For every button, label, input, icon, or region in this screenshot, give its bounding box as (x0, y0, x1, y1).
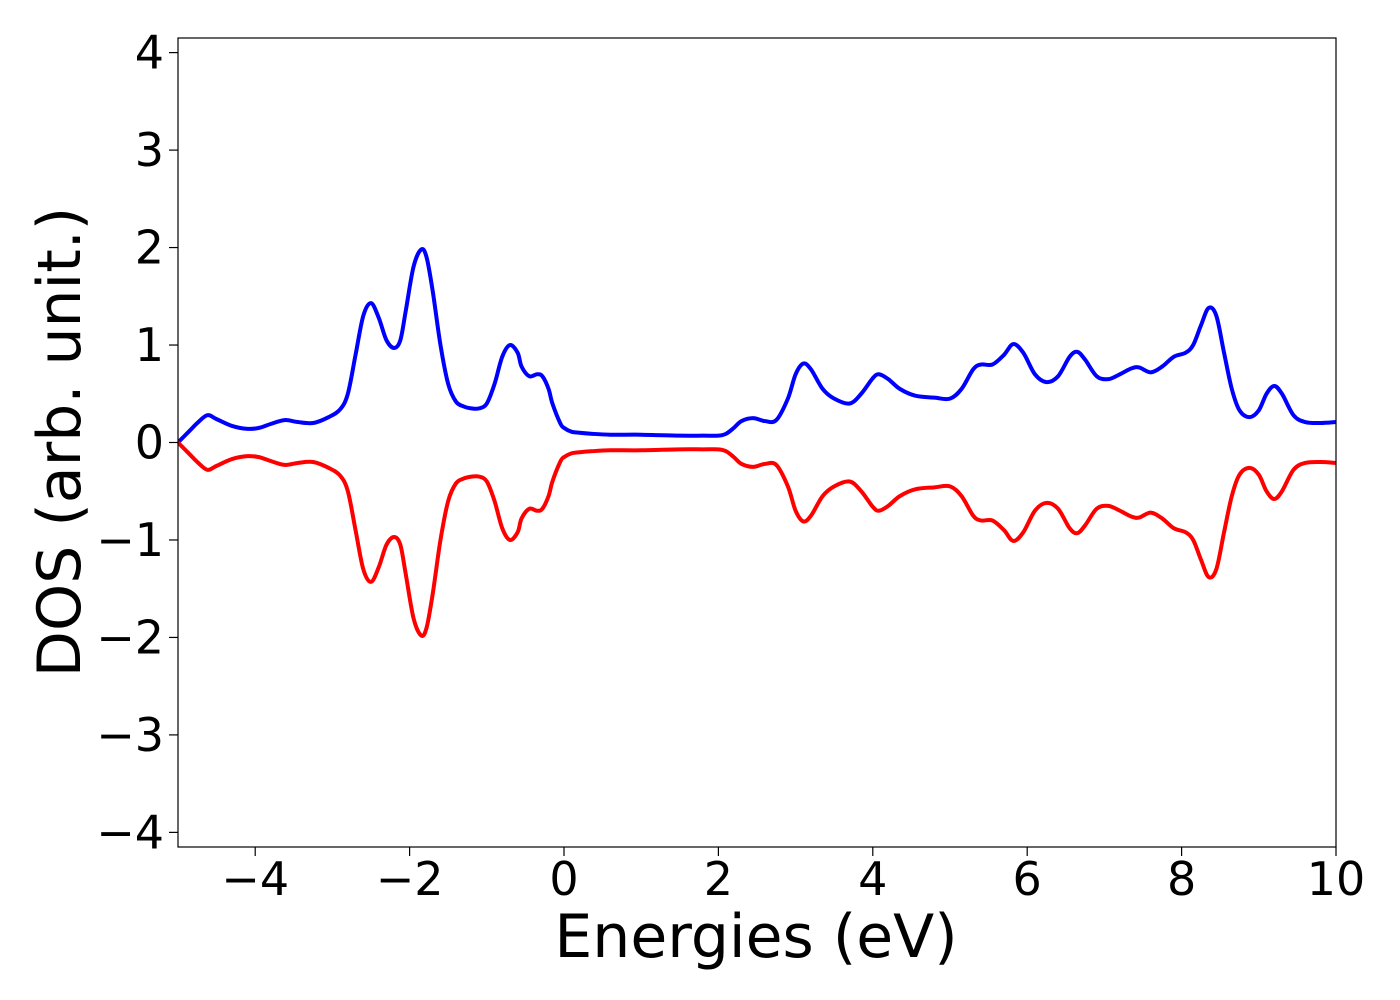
x-axis-title: Energies (eV) (554, 902, 957, 972)
y-tick-label: −1 (96, 513, 164, 567)
series-line-spin-down (178, 440, 1336, 638)
series-line-spin-up (178, 247, 1336, 445)
x-tick-label: −2 (376, 852, 444, 906)
x-tick-label: −4 (221, 852, 289, 906)
y-tick-label: 0 (135, 416, 164, 470)
y-axis-title: DOS (arb. unit.) (25, 207, 95, 677)
x-tick-label: 4 (858, 852, 887, 906)
y-axis-ticks: −4 −3 −2 −1 0 1 2 3 4 (96, 26, 178, 859)
y-tick-label: 3 (135, 123, 164, 177)
series-layer (178, 247, 1336, 638)
x-tick-label: 6 (1013, 852, 1042, 906)
y-tick-label: −2 (96, 610, 164, 664)
x-tick-label: 0 (549, 852, 578, 906)
x-tick-label: 8 (1167, 852, 1196, 906)
y-tick-label: −4 (96, 805, 164, 859)
y-tick-label: −3 (96, 708, 164, 762)
y-tick-label: 4 (135, 26, 164, 80)
x-axis-ticks: −4 −2 0 2 4 6 8 10 (221, 847, 1365, 906)
x-tick-label: 10 (1307, 852, 1366, 906)
y-tick-label: 1 (135, 318, 164, 372)
x-tick-label: 2 (704, 852, 733, 906)
y-tick-label: 2 (135, 221, 164, 275)
